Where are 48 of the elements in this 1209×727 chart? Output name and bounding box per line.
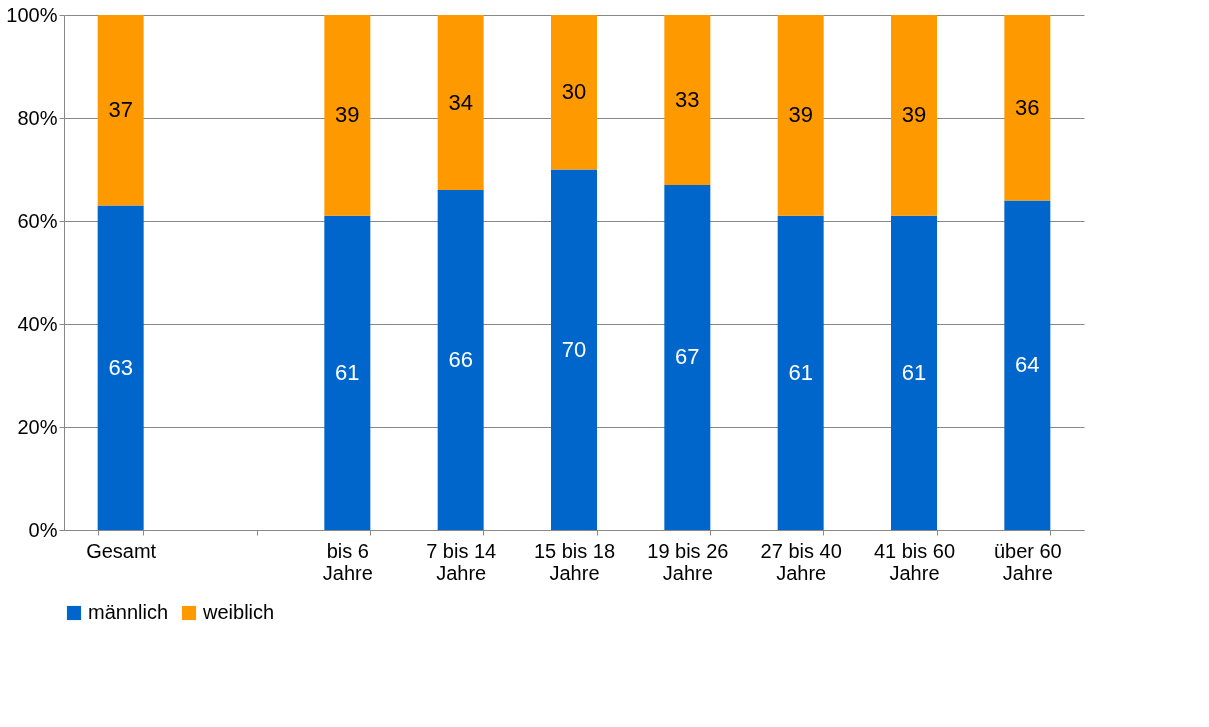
bar (777, 215, 824, 530)
x-tick-label: 41 bis 60 Jahre (873, 539, 956, 584)
y-tick-label: 80% (17, 106, 58, 129)
bar (551, 169, 597, 530)
bar (324, 215, 371, 530)
bar (324, 15, 371, 216)
data-label: 70 (561, 336, 587, 362)
y-tick-label: 40% (17, 312, 58, 335)
data-label: 39 (788, 102, 813, 128)
data-label: 63 (108, 354, 133, 380)
y-tick-label: 60% (17, 209, 58, 232)
legend-label: männlich (88, 601, 169, 623)
x-tick-label: bis 6 Jahre (322, 539, 373, 584)
x-tick-label: 15 bis 18 Jahre (533, 539, 616, 584)
x-tick-label: 19 bis 26 Jahre (647, 539, 729, 584)
data-label: 39 (901, 102, 927, 128)
bar (891, 215, 937, 530)
data-label: 61 (788, 359, 813, 385)
bar (551, 15, 597, 170)
bar (777, 15, 824, 216)
data-label: 34 (448, 89, 473, 115)
x-tick-label: 7 bis 14 Jahre (426, 539, 497, 584)
data-label: 37 (108, 97, 133, 123)
x-tick-label: Gesamt (86, 539, 157, 562)
data-label: 64 (1015, 352, 1040, 378)
data-label: 67 (675, 344, 700, 370)
data-label: 61 (901, 359, 927, 385)
bar (1004, 200, 1051, 530)
y-tick-label: 20% (17, 415, 58, 438)
bar (664, 15, 711, 185)
y-tick-label: 100% (6, 3, 58, 26)
bar (97, 15, 144, 206)
bar (1004, 15, 1051, 201)
y-tick-label: 0% (28, 518, 58, 541)
data-label: 61 (335, 359, 360, 385)
data-label: 30 (561, 79, 587, 105)
x-tick-label: 27 bis 40 Jahre (760, 539, 842, 584)
bar (437, 15, 484, 191)
bar (437, 190, 484, 530)
bar (97, 205, 144, 530)
data-label: 66 (448, 347, 473, 373)
data-label: 39 (335, 102, 360, 128)
bar (891, 15, 937, 216)
bar (664, 184, 711, 530)
x-tick-label: über 60 Jahre (993, 539, 1062, 584)
data-label: 33 (675, 86, 700, 112)
data-label: 36 (1015, 94, 1040, 120)
legend-label: weiblich (202, 601, 275, 623)
